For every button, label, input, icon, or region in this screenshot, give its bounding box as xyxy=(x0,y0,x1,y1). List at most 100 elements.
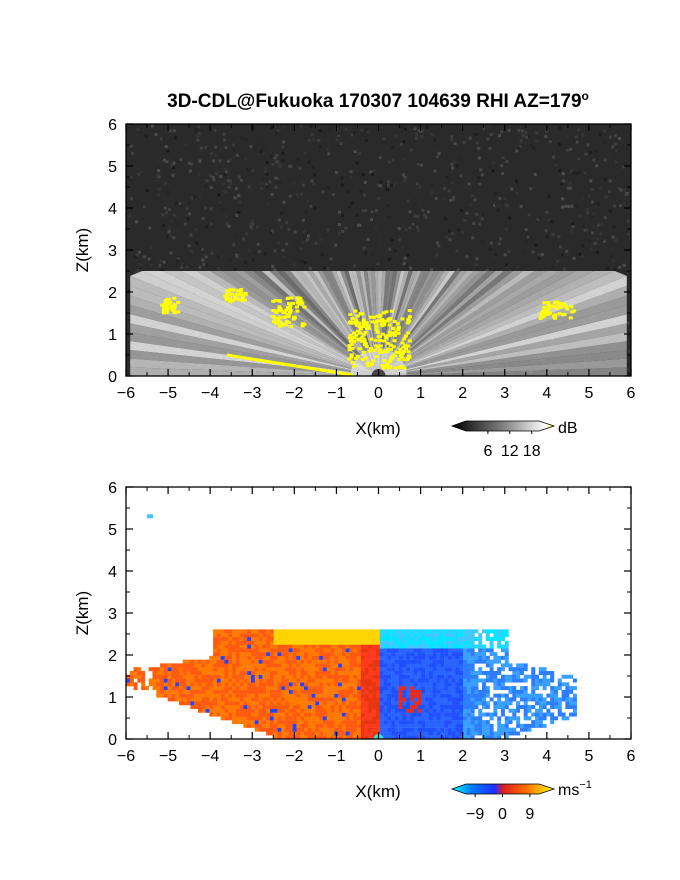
velocity-pixel xyxy=(175,682,180,687)
velocity-pixel xyxy=(296,629,301,634)
velocity-pixel xyxy=(239,693,244,698)
saturated-pixel xyxy=(378,344,383,348)
velocity-pixel xyxy=(277,682,282,687)
velocity-pixel xyxy=(497,636,502,641)
velocity-pixel xyxy=(455,655,460,660)
velocity-pixel xyxy=(307,731,312,736)
velocity-pixel xyxy=(447,693,452,698)
velocity-pixel xyxy=(360,674,365,679)
velocity-pixel xyxy=(410,708,415,713)
noise-pixel xyxy=(368,247,372,251)
velocity-pixel xyxy=(375,697,380,702)
velocity-pixel xyxy=(406,633,411,638)
velocity-pixel xyxy=(429,731,433,736)
velocity-pixel xyxy=(300,697,305,702)
noise-pixel xyxy=(304,210,308,214)
velocity-pixel xyxy=(213,712,218,717)
velocity-pixel xyxy=(444,644,449,649)
velocity-pixel xyxy=(387,697,392,702)
velocity-pixel xyxy=(292,659,297,664)
velocity-pixel xyxy=(425,727,430,732)
saturated-pixel xyxy=(300,301,305,305)
noise-pixel xyxy=(577,157,581,161)
velocity-pixel xyxy=(220,670,225,675)
velocity-pixel xyxy=(213,640,218,645)
velocity-pixel xyxy=(266,670,271,675)
saturated-pixel xyxy=(373,338,378,342)
colorbar-gray-unit: dB xyxy=(558,420,578,437)
noise-pixel xyxy=(408,210,412,214)
velocity-pixel xyxy=(375,727,380,732)
velocity-pixel xyxy=(497,678,502,683)
saturated-pixel xyxy=(546,300,551,304)
velocity-pixel xyxy=(296,636,301,641)
velocity-pixel xyxy=(364,667,369,672)
velocity-pixel xyxy=(550,712,555,717)
velocity-pixel xyxy=(269,652,274,657)
saturated-pixel xyxy=(372,348,377,352)
velocity-pixel xyxy=(459,689,464,694)
velocity-pixel xyxy=(201,704,206,709)
saturated-pixel xyxy=(360,357,365,361)
noise-pixel xyxy=(137,172,141,176)
velocity-pixel xyxy=(326,720,331,725)
velocity-pixel xyxy=(504,652,509,657)
velocity-pixel xyxy=(372,701,377,706)
saturated-pixel xyxy=(555,302,560,306)
velocity-pixel xyxy=(250,693,255,698)
velocity-pixel xyxy=(315,633,320,638)
velocity-pixel xyxy=(311,667,316,672)
velocity-pixel xyxy=(410,723,415,728)
noise-pixel xyxy=(167,226,171,230)
velocity-pixel xyxy=(315,652,320,657)
noise-pixel xyxy=(459,174,463,178)
velocity-pixel xyxy=(209,663,214,668)
velocity-pixel xyxy=(201,674,206,679)
noise-pixel xyxy=(412,125,416,129)
velocity-pixel xyxy=(311,640,316,645)
velocity-pixel xyxy=(379,663,384,668)
velocity-pixel xyxy=(341,640,346,645)
beam-wedge xyxy=(130,295,379,376)
velocity-pixel xyxy=(311,735,316,739)
velocity-pixel xyxy=(375,655,380,660)
velocity-pixel xyxy=(334,704,339,709)
velocity-pixel xyxy=(440,644,445,649)
velocity-pixel xyxy=(436,648,441,653)
velocity-pixel xyxy=(572,704,577,709)
velocity-pixel xyxy=(341,633,346,638)
velocity-pixel xyxy=(478,708,483,713)
saturated-pixel xyxy=(378,339,383,343)
velocity-pixel xyxy=(281,674,286,679)
noise-pixel xyxy=(503,253,507,257)
velocity-pixel xyxy=(444,682,449,687)
velocity-pixel xyxy=(425,735,430,739)
velocity-pixel xyxy=(319,629,324,634)
velocity-pixel xyxy=(429,667,433,672)
velocity-pixel xyxy=(247,633,252,638)
noise-pixel xyxy=(434,197,438,201)
velocity-pixel xyxy=(307,663,312,668)
beam-wedge xyxy=(378,271,390,376)
velocity-pixel xyxy=(269,697,274,702)
velocity-pixel xyxy=(133,686,138,691)
velocity-pixel xyxy=(542,682,547,687)
velocity-pixel xyxy=(205,670,210,675)
velocity-pixel xyxy=(250,652,255,657)
velocity-pixel xyxy=(277,689,282,694)
velocity-pixel xyxy=(213,652,218,657)
velocity-pixel xyxy=(398,636,403,641)
velocity-pixel xyxy=(535,708,540,713)
velocity-pixel xyxy=(383,735,388,739)
velocity-pixel xyxy=(466,674,471,679)
velocity-pixel xyxy=(432,697,437,702)
velocity-pixel xyxy=(451,697,456,702)
noise-pixel xyxy=(226,159,230,163)
velocity-pixel xyxy=(228,682,233,687)
saturated-pixel xyxy=(538,316,543,320)
velocity-pixel xyxy=(368,735,373,739)
noise-pixel xyxy=(185,265,189,269)
noise-pixel xyxy=(293,263,297,267)
noise-pixel xyxy=(199,146,203,150)
